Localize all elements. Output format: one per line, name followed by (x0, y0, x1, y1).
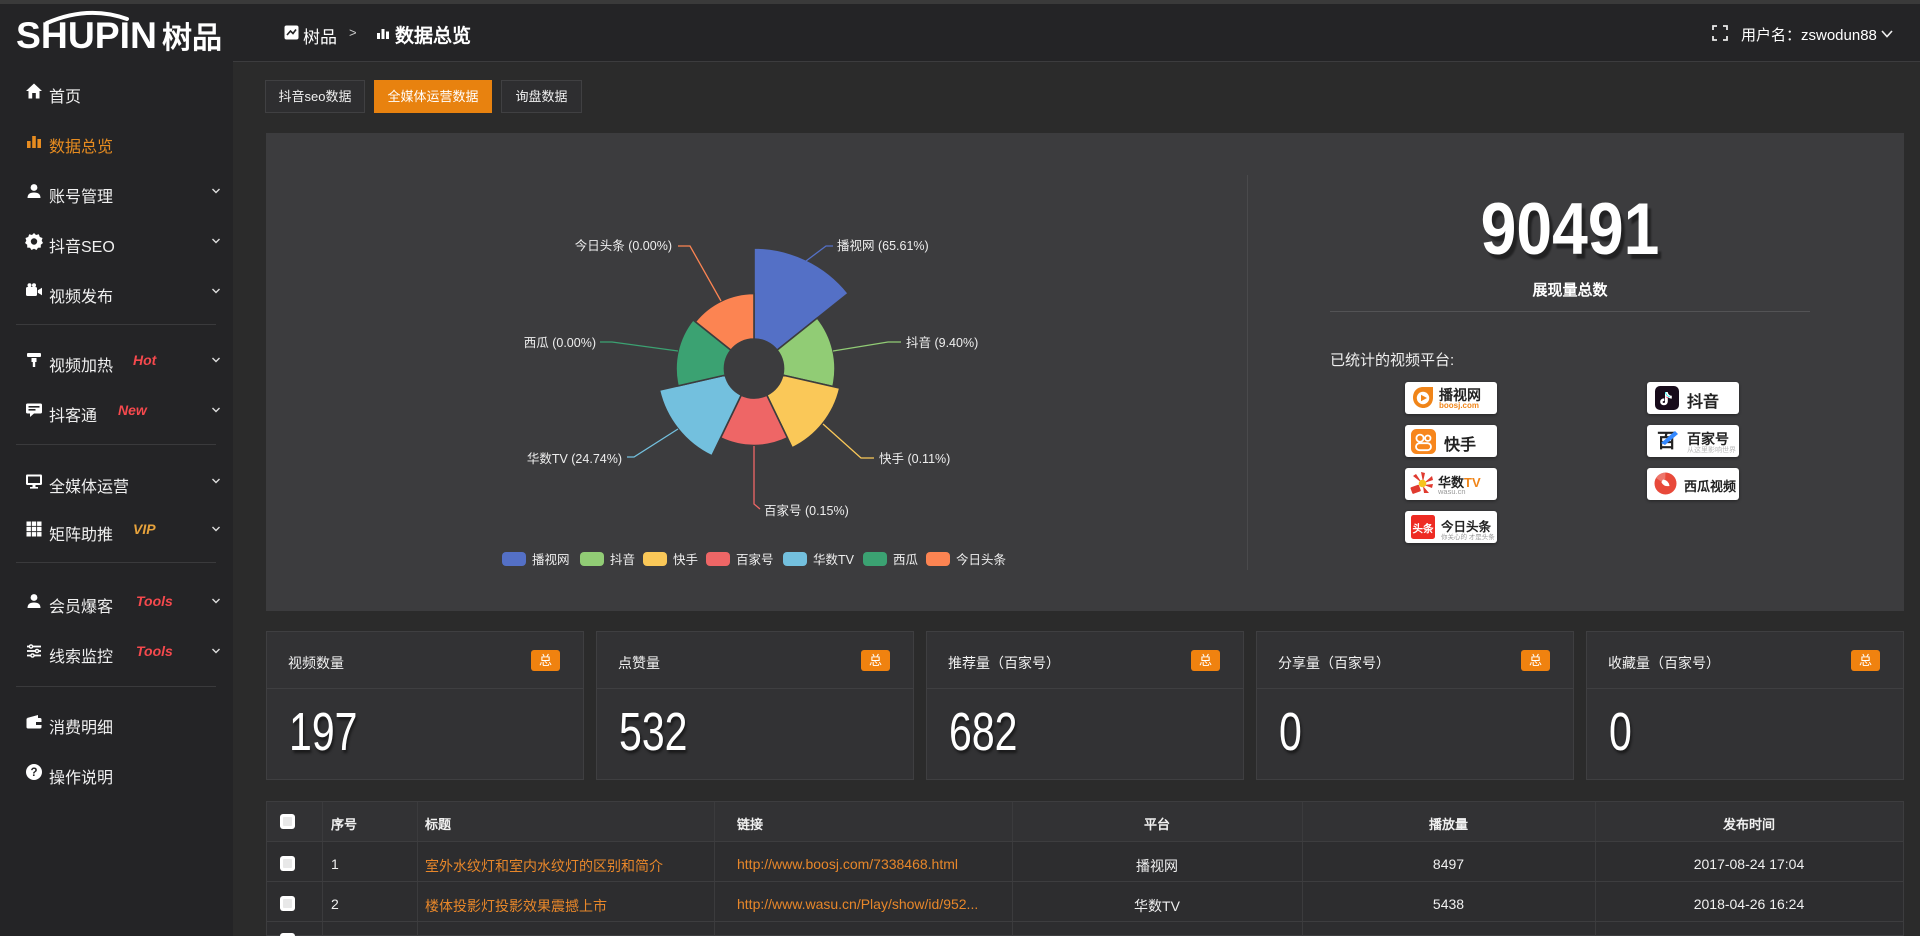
svg-text:播视网: 播视网 (532, 552, 570, 567)
svg-text:SHUPIN: SHUPIN (16, 15, 157, 56)
svg-text:西瓜: 西瓜 (893, 553, 919, 567)
svg-text:华数TV: 华数TV (813, 552, 855, 567)
svg-text:快手 (0.11%): 快手 (0.11%) (879, 452, 950, 466)
svg-text:抖音 (9.40%): 抖音 (9.40%) (906, 335, 978, 350)
svg-text:播视网 (65.61%): 播视网 (65.61%) (837, 238, 929, 253)
svg-text:?: ? (30, 767, 37, 779)
svg-text:西瓜 (0.00%): 西瓜 (0.00%) (524, 336, 596, 350)
svg-text:百家号: 百家号 (736, 552, 774, 567)
svg-text:快手: 快手 (673, 553, 698, 567)
svg-text:树品: 树品 (162, 22, 222, 55)
svg-text:头条: 头条 (1413, 522, 1435, 535)
svg-text:抖音: 抖音 (610, 552, 635, 567)
svg-text:百家号 (0.15%): 百家号 (0.15%) (764, 503, 849, 518)
svg-text:华数TV (24.74%): 华数TV (24.74%) (527, 451, 622, 466)
svg-text:今日头条: 今日头条 (956, 552, 1007, 567)
svg-text:今日头条 (0.00%): 今日头条 (0.00%) (575, 238, 672, 253)
